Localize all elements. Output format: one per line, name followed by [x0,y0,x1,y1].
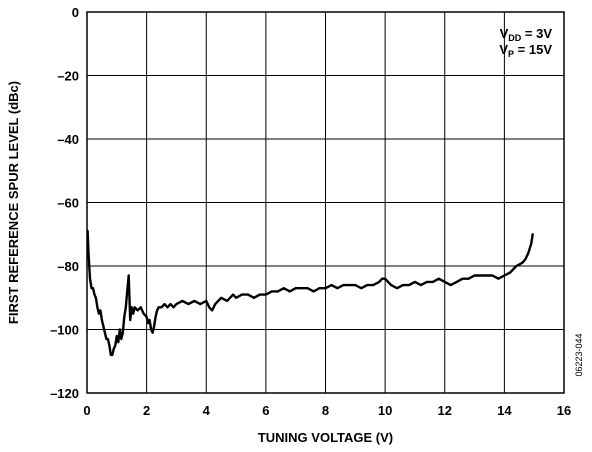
x-tick-label: 0 [83,403,90,418]
x-tick-label: 2 [143,403,150,418]
x-tick-label: 8 [322,403,329,418]
grid-lines [86,11,565,394]
annotation-vp: VP = 15V [499,42,552,59]
x-tick-label: 4 [203,403,211,418]
y-tick-label: 0 [72,5,79,20]
y-tick-labels: 0 –20 –40 –60 –80 –100 –120 [50,5,79,401]
figure-id: 06223-044 [574,333,584,376]
x-tick-label: 16 [557,403,571,418]
plot-frame [86,11,565,394]
x-tick-label: 10 [378,403,392,418]
y-tick-label: –120 [50,386,79,401]
x-axis-title: TUNING VOLTAGE (V) [258,430,393,445]
y-axis-title: FIRST REFERENCE SPUR LEVEL (dBc) [6,81,21,324]
annotation-vdd: VDD = 3V [500,26,553,43]
y-tick-label: –60 [57,196,79,211]
x-tick-label: 14 [497,403,512,418]
x-tick-label: 12 [438,403,452,418]
y-tick-label: –20 [57,69,79,84]
y-tick-label: –100 [50,323,79,338]
y-tick-label: –80 [57,259,79,274]
y-tick-label: –40 [57,132,79,147]
x-tick-label: 6 [262,403,269,418]
series-line-spur [86,229,534,357]
x-tick-labels: 0 2 4 6 8 10 12 14 16 [83,403,571,418]
